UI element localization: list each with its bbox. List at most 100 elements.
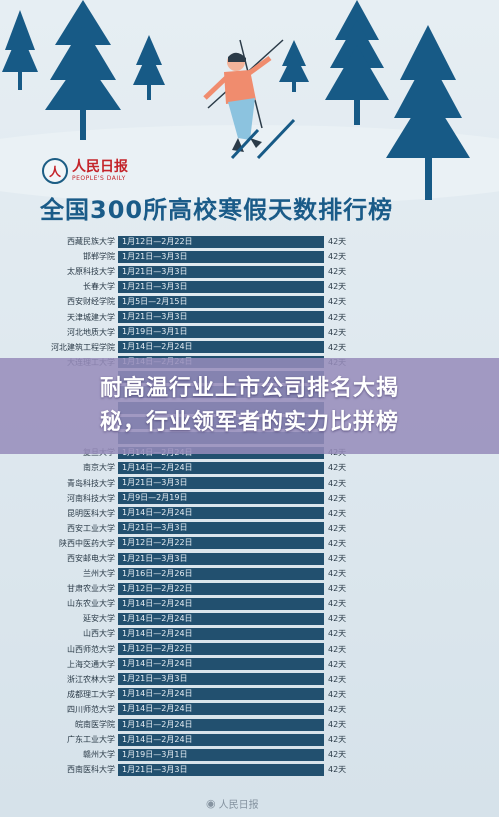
school-name: 西安工业大学 (67, 523, 115, 533)
pine-tree-small-left (2, 10, 38, 90)
date-range-bar: 1月21日—3月3日 (118, 552, 324, 565)
date-range-bar: 1月19日—3月1日 (118, 748, 324, 761)
school-name: 延安大学 (83, 614, 115, 624)
headline-overlay: 耐高温行业上市公司排名大揭 秘，行业领军者的实力比拼榜 (0, 358, 499, 454)
date-range-bar: 1月21日—3月3日 (118, 763, 324, 776)
logo-english: PEOPLE'S DAILY (72, 175, 126, 182)
days-count: 42天 (328, 614, 347, 624)
days-count: 42天 (328, 478, 347, 488)
school-name: 皖南医学院 (75, 720, 115, 730)
date-range-bar: 1月16日—2月26日 (118, 567, 324, 580)
date-range-bar: 1月19日—3月1日 (118, 326, 324, 339)
date-range-bar: 1月21日—3月3日 (118, 311, 324, 324)
table-row: 陕西中医药大学 1月12日—2月22日 42天 (28, 536, 358, 551)
school-name: 青岛科技大学 (67, 478, 115, 488)
days-count: 42天 (328, 584, 347, 594)
days-count: 42天 (328, 644, 347, 654)
date-range-bar: 1月12日—2月22日 (118, 643, 324, 656)
table-row: 上海交通大学 1月14日—2月24日 42天 (28, 657, 358, 672)
school-name: 赣州大学 (83, 750, 115, 760)
date-range-bar: 1月14日—2月24日 (118, 341, 324, 354)
date-range-bar: 1月21日—3月3日 (118, 265, 324, 278)
pine-tree-mid-left (133, 35, 165, 100)
school-name: 陕西中医药大学 (59, 538, 115, 548)
date-range-bar: 1月14日—2月24日 (118, 718, 324, 731)
pine-tree-far-right (386, 25, 470, 200)
school-name: 河南科技大学 (67, 493, 115, 503)
days-count: 42天 (328, 674, 347, 684)
table-row: 西藏民族大学 1月12日—2月22日 42天 (28, 234, 358, 249)
date-range-bar: 1月14日—2月24日 (118, 612, 324, 625)
watermark-text: 人民日报 (218, 800, 259, 811)
school-name: 河北建筑工程学院 (51, 342, 115, 352)
table-row: 青岛科技大学 1月21日—3月3日 42天 (28, 476, 358, 491)
school-name: 山西大学 (83, 629, 115, 639)
table-row: 四川师范大学 1月14日—2月24日 42天 (28, 702, 358, 717)
days-count: 42天 (328, 237, 347, 247)
date-range-bar: 1月21日—3月3日 (118, 522, 324, 535)
table-row: 皖南医学院 1月14日—2月24日 42天 (28, 717, 358, 732)
logo-mark: 人 (42, 158, 68, 184)
days-count: 42天 (328, 493, 347, 503)
table-row: 长春大学 1月21日—3月3日 42天 (28, 279, 358, 294)
school-name: 广东工业大学 (67, 735, 115, 745)
peoples-daily-logo: 人 人民日报 PEOPLE'S DAILY (42, 157, 128, 185)
table-row: 山西大学 1月14日—2月24日 42天 (28, 626, 358, 641)
days-count: 42天 (328, 735, 347, 745)
pine-tree-right (325, 0, 389, 125)
school-name: 太原科技大学 (67, 267, 115, 277)
days-count: 42天 (328, 312, 347, 322)
days-count: 42天 (328, 765, 347, 775)
days-count: 42天 (328, 327, 347, 337)
days-count: 42天 (328, 599, 347, 609)
table-row: 山西师范大学 1月12日—2月22日 42天 (28, 642, 358, 657)
date-range-bar: 1月21日—3月3日 (118, 477, 324, 490)
date-range-bar: 1月14日—2月24日 (118, 733, 324, 746)
days-count: 42天 (328, 629, 347, 639)
school-name: 河北地质大学 (67, 327, 115, 337)
date-range-bar: 1月21日—3月3日 (118, 673, 324, 686)
table-row: 河南科技大学 1月9日—2月19日 42天 (28, 491, 358, 506)
date-range-bar: 1月14日—2月24日 (118, 627, 324, 640)
days-count: 42天 (328, 267, 347, 277)
school-name: 西藏民族大学 (67, 237, 115, 247)
days-count: 42天 (328, 463, 347, 473)
table-row: 浙江农林大学 1月21日—3月3日 42天 (28, 672, 358, 687)
skier-figure (203, 39, 296, 160)
table-row: 西安财经学院 1月5日—2月15日 42天 (28, 294, 358, 309)
school-name: 山东农业大学 (67, 599, 115, 609)
logo-name: 人民日报 (72, 159, 128, 175)
table-row: 天津城建大学 1月21日—3月3日 42天 (28, 309, 358, 324)
table-row: 西安邮电大学 1月21日—3月3日 42天 (28, 551, 358, 566)
days-count: 42天 (328, 554, 347, 564)
date-range-bar: 1月14日—2月24日 (118, 688, 324, 701)
table-row: 甘肃农业大学 1月12日—2月22日 42天 (28, 581, 358, 596)
table-row: 昆明医科大学 1月14日—2月24日 42天 (28, 506, 358, 521)
days-count: 42天 (328, 282, 347, 292)
date-range-bar: 1月14日—2月24日 (118, 507, 324, 520)
table-row: 南京大学 1月14日—2月24日 42天 (28, 460, 358, 475)
school-name: 甘肃农业大学 (67, 584, 115, 594)
days-count: 42天 (328, 538, 347, 548)
weibo-icon: ◉ (206, 797, 216, 810)
date-range-bar: 1月9日—2月19日 (118, 492, 324, 505)
days-count: 42天 (328, 689, 347, 699)
headline-line-2: 秘，行业领军者的实力比拼榜 (99, 410, 399, 435)
page-title: 全国300所高校寒假天数排行榜 (40, 196, 394, 224)
table-row: 河北地质大学 1月19日—3月1日 42天 (28, 325, 358, 340)
table-row: 成都理工大学 1月14日—2月24日 42天 (28, 687, 358, 702)
date-range-bar: 1月12日—2月22日 (118, 582, 324, 595)
date-range-bar: 1月14日—2月24日 (118, 703, 324, 716)
table-row: 河北建筑工程学院 1月14日—2月24日 42天 (28, 340, 358, 355)
days-count: 42天 (328, 569, 347, 579)
school-name: 山西师范大学 (67, 644, 115, 654)
days-count: 42天 (328, 659, 347, 669)
table-row: 广东工业大学 1月14日—2月24日 42天 (28, 732, 358, 747)
days-count: 42天 (328, 297, 347, 307)
ranking-table: 西藏民族大学 1月12日—2月22日 42天 邯郸学院 1月21日—3月3日 42天 太原科… (28, 234, 358, 777)
table-row: 西安工业大学 1月21日—3月3日 42天 (28, 521, 358, 536)
weibo-watermark: ◉ 人民日报 (206, 796, 259, 811)
days-count: 42天 (328, 720, 347, 730)
days-count: 42天 (328, 508, 347, 518)
school-name: 成都理工大学 (67, 689, 115, 699)
